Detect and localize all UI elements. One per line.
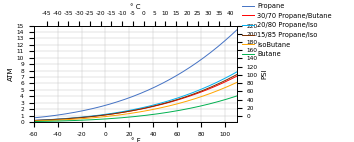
15/85 Propane/Iso [203,89,207,90]
15/85 Propane/Iso [152,105,156,107]
IsoButane [32,120,36,122]
Y-axis label: PSI: PSI [261,69,267,79]
Line: 30/70 Propane/Butane: 30/70 Propane/Butane [34,76,237,120]
IsoButane [32,120,36,122]
15/85 Propane/Iso [153,105,157,107]
20/80 Propane/Iso [203,87,207,88]
20/80 Propane/Iso [216,81,220,83]
IsoButane [216,90,220,91]
Butane [32,121,36,122]
Propane [216,46,220,47]
IsoButane [156,107,160,109]
15/85 Propane/Iso [235,74,239,75]
20/80 Propane/Iso [32,120,36,121]
15/85 Propane/Iso [32,120,36,121]
15/85 Propane/Iso [32,120,36,121]
Butane [153,113,157,115]
Butane [216,101,220,103]
Butane [152,113,156,115]
Butane [235,95,239,97]
IsoButane [203,94,207,96]
20/80 Propane/Iso [152,104,156,106]
30/70 Propane/Butane [203,90,207,91]
30/70 Propane/Butane [152,105,156,107]
Line: 15/85 Propane/Iso: 15/85 Propane/Iso [34,74,237,121]
30/70 Propane/Butane [235,75,239,77]
IsoButane [153,108,157,110]
Line: 20/80 Propane/Iso: 20/80 Propane/Iso [34,72,237,120]
Line: IsoButane: IsoButane [34,82,237,121]
15/85 Propane/Iso [216,83,220,85]
Legend: Propane, 30/70 Propane/Butane, 20/80 Propane/Iso, 15/85 Propane/Iso, IsoButane, : Propane, 30/70 Propane/Butane, 20/80 Pro… [242,3,332,57]
Propane [235,29,239,30]
X-axis label: ° C: ° C [130,4,141,11]
15/85 Propane/Iso [156,104,160,106]
Line: Propane: Propane [34,30,237,118]
Y-axis label: ATM: ATM [8,67,14,81]
Butane [156,113,160,115]
30/70 Propane/Butane [32,120,36,121]
IsoButane [152,108,156,110]
IsoButane [235,81,239,83]
30/70 Propane/Butane [216,84,220,86]
X-axis label: ° F: ° F [131,138,140,142]
Propane [156,84,160,86]
Butane [32,121,36,122]
30/70 Propane/Butane [156,104,160,106]
20/80 Propane/Iso [32,120,36,121]
Butane [203,104,207,106]
Line: Butane: Butane [34,96,237,122]
Propane [152,86,156,88]
20/80 Propane/Iso [235,71,239,73]
30/70 Propane/Butane [32,120,36,121]
30/70 Propane/Butane [153,105,157,107]
20/80 Propane/Iso [153,104,157,106]
20/80 Propane/Iso [156,103,160,105]
Propane [203,56,207,58]
Propane [32,117,36,119]
Propane [32,117,36,119]
Propane [153,86,157,88]
